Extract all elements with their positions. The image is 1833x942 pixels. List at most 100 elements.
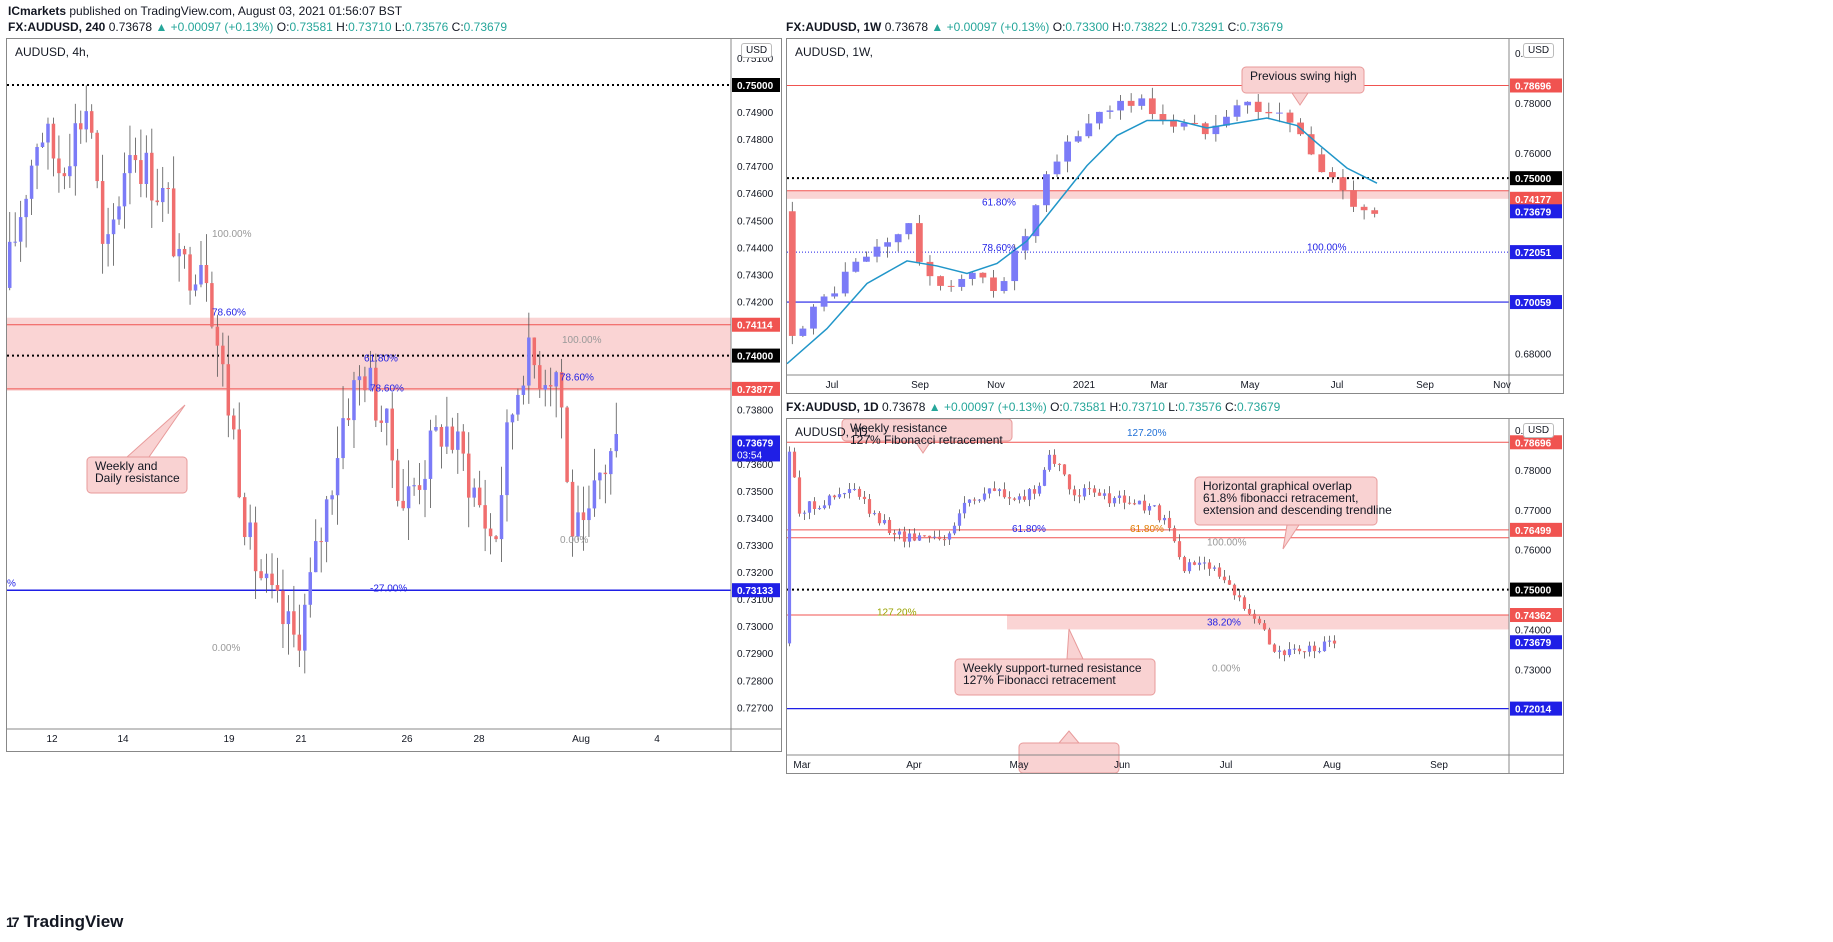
price-tag-text: 0.74000 [737,352,774,363]
annotation-text: Weekly and [95,459,157,473]
currency-button-daily[interactable]: USD [1523,423,1555,438]
candle-body [1197,562,1202,565]
candle-body [40,142,45,147]
candle-body [1007,497,1012,499]
close-value: 0.73679 [1236,400,1281,414]
candle-body [385,408,389,423]
candle-body [57,158,61,174]
candle-body [171,188,176,257]
candle-body [847,489,852,494]
candle-body [852,488,857,490]
x-tick-label: 12 [46,734,58,745]
price-tag [1510,435,1562,450]
change-icon: ▲ [931,20,944,34]
candle-body [188,254,192,291]
open-value: 0.73581 [1062,400,1107,414]
candle-body [570,481,575,537]
y-tick-label: 0.72900 [737,649,774,660]
fib-label: 78.60% [212,308,246,319]
candle-body [428,430,433,479]
chart-panel-4h[interactable]: 100.00% 78.60% 61.80% 78.60% 100.00% 78.60% 0.… [6,38,782,752]
candle-body [521,385,526,395]
price-tag [732,435,780,462]
chart-canvas-4h[interactable]: 100.00% 78.60% 61.80% 78.60% 100.00% 78.60% 0.… [7,39,781,751]
candle-body [1162,517,1167,521]
high-label: H: [1109,400,1122,414]
low-value: 0.73576 [1178,400,1222,414]
candle-body [922,535,927,537]
chart-panel-weekly[interactable]: 61.80% 78.60% 100.00% Previous swing high 0.… [786,38,1564,394]
price-tag [1510,522,1562,537]
candle-body [232,415,236,430]
price-tag [732,348,780,363]
annotation-text: Previous swing high [1250,69,1357,83]
candle-body [947,285,955,287]
candle-body [259,571,263,579]
candle-body [150,152,154,201]
open-label: O: [1052,20,1066,34]
candle-body [401,500,405,509]
price-tag [1510,204,1562,219]
candle-body [1102,493,1107,496]
candle-body [997,489,1002,491]
y-tick-label: 0.75100 [737,54,774,65]
x-tick-label: 14 [117,734,129,745]
currency-button-4h[interactable]: USD [741,43,773,58]
x-tick-label: May [1241,380,1260,391]
candle-body [917,535,922,541]
candle-body [1202,562,1207,564]
candle-body [942,539,947,541]
x-tick-label: Sep [1430,760,1448,771]
candle-body [1132,503,1137,505]
candle-body [1106,110,1114,112]
chart-panel-daily[interactable]: 127.20% 61.80% 61.80% 100.00% 127.20% 38.20% 0… [786,418,1564,774]
price-tag [1510,701,1562,716]
candle-body [270,573,274,586]
candle-body [1032,205,1040,237]
tradingview-footer[interactable]: 17 TradingView [6,912,123,932]
candle-body [841,271,849,294]
y-tick-label: 0.74000 [1515,625,1552,636]
close-value: 0.73679 [1239,20,1284,34]
candle-body [434,426,438,431]
annotation-box [1018,742,1120,773]
fib-label: 61.80% [364,354,398,365]
candle-body [1207,562,1212,569]
fib-label: 100.00% [1207,538,1247,549]
y-tick-label: 0.78000 [1515,466,1552,477]
high-label: H: [336,20,349,34]
candle-body [882,519,887,524]
candle-body [472,487,476,498]
candle-body [111,219,116,235]
x-tick-label: 4 [654,734,660,745]
candle-body [1257,618,1262,624]
candle-body [1233,105,1241,117]
candle-body [221,345,225,365]
candle-body [286,611,291,625]
candle-body [117,206,121,220]
candle-body [1277,650,1282,652]
candle-body [1152,505,1157,507]
chart-canvas-weekly[interactable]: 61.80% 78.60% 100.00% Previous swing high 0.… [787,39,1563,393]
candle-body [1328,172,1336,178]
candle-body [1138,98,1146,106]
open-label: O: [1050,400,1063,414]
chart-canvas-daily[interactable]: 127.20% 61.80% 61.80% 100.00% 127.20% 38.20% 0… [787,419,1563,773]
candle-body [1062,464,1067,475]
candle-body [461,431,466,454]
candle-body [538,365,542,390]
candle-body [1067,474,1072,490]
y-tick-label: 0.77000 [1515,506,1552,517]
fib-label: 61.80% [1130,524,1164,535]
currency-button-weekly[interactable]: USD [1523,43,1555,58]
candle-body [1112,497,1117,504]
candle-body [1223,116,1230,126]
candle-body [106,234,110,244]
open-value: 0.73300 [1065,20,1109,34]
candle-body [968,272,976,279]
publish-info: published on TradingView.com, August 03,… [69,4,403,18]
fib-label: 61.80% [982,198,1016,209]
candle-body [13,241,17,243]
annotation-pointer [125,404,186,458]
fib-label: 0.00% [1212,663,1240,674]
